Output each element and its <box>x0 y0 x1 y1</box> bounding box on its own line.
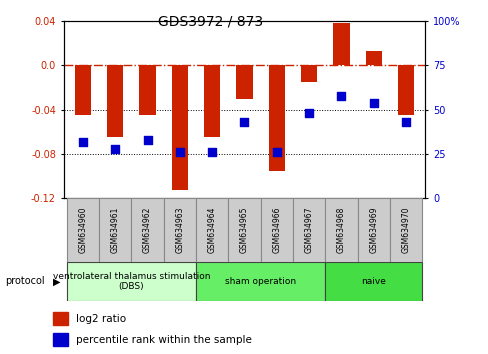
Bar <box>139 65 155 115</box>
Point <box>79 139 87 144</box>
Point <box>401 119 409 125</box>
Bar <box>67 198 99 262</box>
Bar <box>292 198 325 262</box>
Text: GSM634961: GSM634961 <box>111 207 120 253</box>
Bar <box>196 198 228 262</box>
Point <box>240 119 248 125</box>
Text: log2 ratio: log2 ratio <box>76 314 126 324</box>
Text: naive: naive <box>361 277 386 286</box>
Bar <box>325 198 357 262</box>
Text: GDS3972 / 873: GDS3972 / 873 <box>158 14 262 28</box>
Bar <box>228 198 260 262</box>
Text: ▶: ▶ <box>52 276 60 286</box>
Bar <box>357 198 389 262</box>
Bar <box>236 65 252 99</box>
Text: GSM634970: GSM634970 <box>401 207 410 253</box>
Bar <box>389 198 421 262</box>
Text: ventrolateral thalamus stimulation
(DBS): ventrolateral thalamus stimulation (DBS) <box>53 272 210 291</box>
Bar <box>171 65 187 190</box>
Text: GSM634964: GSM634964 <box>207 207 216 253</box>
Point <box>208 149 216 155</box>
Point <box>176 149 183 155</box>
Point <box>143 137 151 143</box>
Bar <box>196 262 325 301</box>
Text: GSM634967: GSM634967 <box>304 207 313 253</box>
Bar <box>53 333 67 346</box>
Bar <box>75 65 91 115</box>
Text: GSM634963: GSM634963 <box>175 207 184 253</box>
Text: percentile rank within the sample: percentile rank within the sample <box>76 335 251 345</box>
Bar <box>268 65 285 171</box>
Bar <box>333 23 349 65</box>
Text: GSM634969: GSM634969 <box>368 207 377 253</box>
Bar <box>163 198 196 262</box>
Text: protocol: protocol <box>5 276 44 286</box>
Bar <box>53 312 67 325</box>
Bar <box>301 65 317 82</box>
Point <box>272 149 280 155</box>
Bar <box>365 51 381 65</box>
Text: sham operation: sham operation <box>224 277 296 286</box>
Text: GSM634960: GSM634960 <box>78 207 87 253</box>
Bar <box>131 198 163 262</box>
Text: GSM634968: GSM634968 <box>336 207 345 253</box>
Point <box>337 93 345 98</box>
Bar <box>397 65 413 115</box>
Text: GSM634966: GSM634966 <box>272 207 281 253</box>
Point <box>305 110 312 116</box>
Bar <box>325 262 421 301</box>
Bar <box>260 198 292 262</box>
Bar <box>99 198 131 262</box>
Point <box>111 146 119 152</box>
Bar <box>67 262 196 301</box>
Bar <box>107 65 123 137</box>
Text: GSM634962: GSM634962 <box>143 207 152 253</box>
Point <box>369 100 377 105</box>
Text: GSM634965: GSM634965 <box>240 207 248 253</box>
Bar <box>203 65 220 137</box>
